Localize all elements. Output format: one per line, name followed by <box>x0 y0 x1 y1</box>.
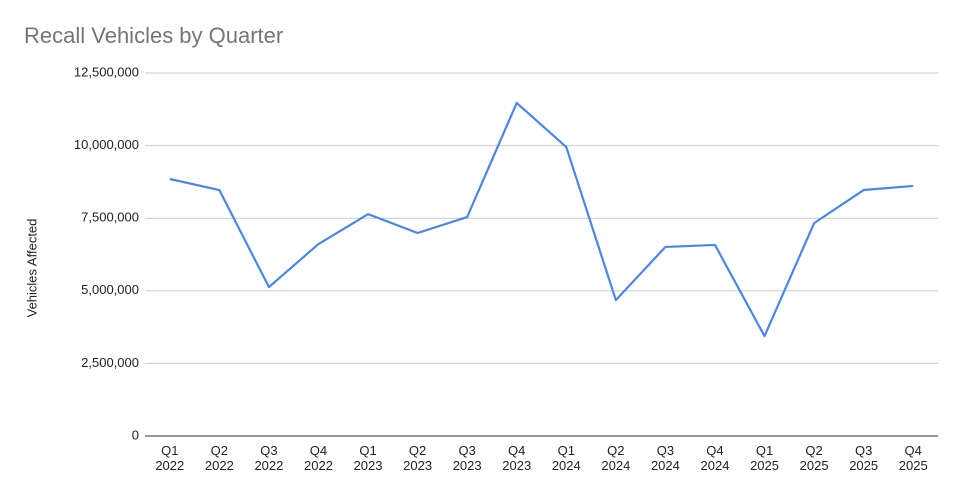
x-tick-label: Q3 2023 <box>452 443 482 473</box>
x-tick-label: Q2 2024 <box>601 443 631 473</box>
y-tick-label: 2,500,000 <box>81 355 139 370</box>
x-tick-label: Q1 2024 <box>551 443 581 473</box>
y-tick-label: 0 <box>132 427 139 442</box>
x-tick-label: Q3 2022 <box>254 443 284 473</box>
y-tick-label: 10,000,000 <box>74 137 139 152</box>
y-axis-label: Vehicles Affected <box>24 219 39 318</box>
data-line <box>169 101 914 338</box>
x-tick-label: Q2 2022 <box>204 443 234 473</box>
x-tick-label: Q1 2025 <box>750 443 779 473</box>
x-tick-label: Q2 2023 <box>403 443 433 473</box>
x-tick-label: Q1 2023 <box>353 443 383 473</box>
x-tick-label: Q2 2025 <box>799 443 829 473</box>
y-tick-label: 12,500,000 <box>74 64 139 79</box>
chart-title: Recall Vehicles by Quarter <box>24 23 283 48</box>
x-tick-label: Q4 2023 <box>502 443 532 473</box>
x-tick-label: Q4 2025 <box>898 443 928 473</box>
y-tick-label: 5,000,000 <box>81 282 139 297</box>
x-tick-label: Q3 2025 <box>849 443 879 473</box>
x-tick-label: Q4 2022 <box>304 443 333 473</box>
x-tick-label: Q3 2024 <box>650 443 680 473</box>
x-tick-label: Q1 2022 <box>155 443 185 473</box>
y-tick-label: 7,500,000 <box>81 210 139 225</box>
x-tick-label: Q4 2024 <box>700 443 730 473</box>
